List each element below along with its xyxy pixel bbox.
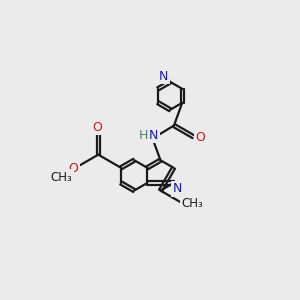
Text: H: H bbox=[139, 129, 148, 142]
Text: N: N bbox=[173, 182, 182, 195]
Text: N: N bbox=[159, 70, 168, 83]
Text: O: O bbox=[69, 162, 78, 175]
Text: O: O bbox=[92, 121, 102, 134]
Text: O: O bbox=[195, 131, 205, 144]
Text: CH₃: CH₃ bbox=[181, 197, 203, 210]
Text: N: N bbox=[149, 129, 158, 142]
Text: CH₃: CH₃ bbox=[51, 171, 72, 184]
